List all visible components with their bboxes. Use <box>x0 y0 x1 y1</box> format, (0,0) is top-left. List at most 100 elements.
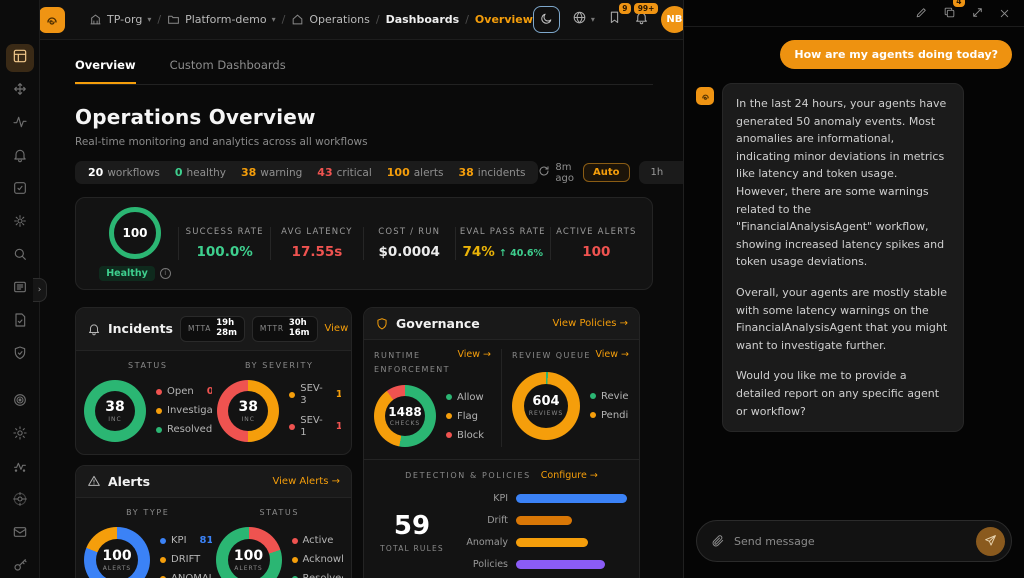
sidebar-item-settings[interactable] <box>6 421 34 449</box>
alerts-by-type-donut: 100 ALERTS <box>84 526 150 578</box>
user-message: How are my agents doing today? <box>780 40 1012 69</box>
navbar-actions: ▾ 9 99+ NB <box>532 3 688 33</box>
view-policies-link[interactable]: View Policies → <box>552 318 628 329</box>
home-icon <box>291 13 304 26</box>
assistant-bubble: In the last 24 hours, your agents have g… <box>722 83 964 433</box>
pulse-icon <box>12 458 28 478</box>
view-alerts-link[interactable]: View Alerts → <box>272 475 340 487</box>
chat-close-button[interactable] <box>999 4 1010 23</box>
stat-alerts: 100 alerts <box>386 166 444 179</box>
send-icon <box>984 532 997 551</box>
sidebar-item-reports[interactable] <box>6 275 34 303</box>
assistant-paragraph: Overall, your agents are mostly stable w… <box>736 285 948 352</box>
detection-policies-section: DETECTION & POLICIES Configure → 59 TOTA… <box>364 459 639 578</box>
view-incidents-link[interactable]: View Incidents → <box>324 323 351 335</box>
breadcrumb: TP-org ▾ / Platform-demo ▾ / Operations / … <box>89 13 533 26</box>
configure-link[interactable]: Configure → <box>540 470 598 482</box>
org-icon <box>89 13 102 26</box>
kpi-cost-per-run: COST / RUN $0.0004 <box>362 227 455 260</box>
runtime-view-link[interactable]: View → <box>457 349 491 360</box>
info-icon[interactable]: i <box>159 267 171 279</box>
language-button[interactable]: ▾ <box>572 10 595 29</box>
sidebar-item-dashboards[interactable] <box>5 44 34 72</box>
chat-windows-button[interactable]: 4 <box>943 0 965 23</box>
chat-edit-button[interactable] <box>915 4 928 23</box>
legend-block: Block145 <box>446 430 491 441</box>
copy-icon <box>943 4 956 23</box>
attachment-icon[interactable] <box>711 534 725 548</box>
breadcrumb-org[interactable]: TP-org ▾ <box>89 13 151 26</box>
breadcrumb-separator: / <box>157 13 162 26</box>
notifications-button[interactable]: 99+ <box>634 3 658 29</box>
app-logo[interactable] <box>39 6 65 33</box>
bookmarks-button[interactable]: 9 <box>607 3 631 29</box>
sidebar-item-insights[interactable] <box>6 209 34 237</box>
review-view-link[interactable]: View → <box>595 349 629 360</box>
kpi-avg-latency: AVG LATENCY 17.55s <box>270 227 362 260</box>
time-controls: 8m ago Auto 1h 6h 24h 7d <box>538 161 683 184</box>
theme-toggle-button[interactable] <box>532 6 560 33</box>
breadcrumb-project-label: Platform-demo <box>185 13 267 26</box>
top-navbar: TP-org ▾ / Platform-demo ▾ / Operations / … <box>39 0 688 40</box>
sidebar-item-explore[interactable] <box>6 242 34 270</box>
stat-warning: 38 warning <box>240 166 303 179</box>
checkbox-icon <box>12 180 28 200</box>
main-area: TP-org ▾ / Platform-demo ▾ / Operations / … <box>39 0 688 578</box>
breadcrumb-separator: / <box>375 13 380 26</box>
pencil-icon <box>915 4 928 23</box>
legend-active: Active <box>291 535 344 546</box>
mail-icon <box>12 524 28 544</box>
assistant-paragraph: Would you like me to provide a detailed … <box>736 369 940 418</box>
legend-acknowledged: Acknowledged <box>291 554 343 565</box>
tab-overview[interactable]: Overview <box>75 58 136 84</box>
page-subtitle: Real-time monitoring and analytics acros… <box>75 136 368 148</box>
left-sidebar: › <box>0 0 47 578</box>
breadcrumb-section[interactable]: Operations <box>291 13 370 26</box>
bookmark-icon <box>607 10 622 29</box>
sidebar-item-targets[interactable] <box>6 388 34 416</box>
bar-anomaly: Anomaly <box>460 537 627 548</box>
sidebar-item-keys[interactable] <box>6 553 34 578</box>
range-6h[interactable]: 6h <box>674 164 683 181</box>
sidebar-item-workflows[interactable] <box>6 77 34 105</box>
sidebar-item-integrations[interactable] <box>6 487 34 515</box>
sidebar-collapse-handle[interactable]: › <box>33 278 47 302</box>
alerts-status-donut: 100 ALERTS <box>215 526 282 578</box>
auto-refresh-button[interactable]: Auto <box>583 163 630 182</box>
breadcrumb-page[interactable]: Dashboards <box>386 13 460 26</box>
bookmark-badge: 9 <box>618 3 631 14</box>
chat-count-badge: 4 <box>952 0 965 7</box>
chat-message-input[interactable] <box>734 534 967 548</box>
range-1h[interactable]: 1h <box>650 167 664 178</box>
sidebar-item-audit[interactable] <box>6 308 34 336</box>
sidebar-item-evaluations[interactable] <box>6 176 34 204</box>
refresh-status[interactable]: 8m ago <box>538 162 574 184</box>
mtta-chip: MTTA 19h 28m <box>179 316 245 342</box>
sidebar-item-activity[interactable] <box>6 110 34 138</box>
bell-icon <box>87 322 101 336</box>
send-button[interactable] <box>976 526 1005 556</box>
chat-messages: How are my agents doing today? In the la… <box>684 27 1024 512</box>
sidebar-item-notifications[interactable] <box>6 143 34 171</box>
kpi-metrics: SUCCESS RATE 100.0% AVG LATENCY 17.55s COS… <box>178 212 642 275</box>
health-status-badge: Healthy <box>99 265 155 281</box>
legend-drift: DRIFT0 <box>160 554 212 565</box>
legend-allow: Allow790 <box>446 392 491 403</box>
news-icon <box>12 279 28 299</box>
sidebar-item-monitoring[interactable] <box>6 454 34 482</box>
health-score-block: 100 Healthy i <box>92 206 178 281</box>
breadcrumb-separator: / <box>465 13 469 26</box>
chat-expand-button[interactable] <box>971 4 984 23</box>
sidebar-item-compliance[interactable] <box>6 341 34 369</box>
kpi-success-rate: SUCCESS RATE 100.0% <box>178 227 270 260</box>
breadcrumb-current[interactable]: Overview <box>475 13 533 26</box>
sidebar-item-mail[interactable] <box>6 520 34 548</box>
breadcrumb-project[interactable]: Platform-demo ▾ <box>167 13 276 26</box>
runtime-enforcement-donut: 1488 CHECKS <box>374 385 436 448</box>
dashboard-tabs: Overview Custom Dashboards <box>75 40 653 85</box>
tab-custom-dashboards[interactable]: Custom Dashboards <box>169 58 286 72</box>
